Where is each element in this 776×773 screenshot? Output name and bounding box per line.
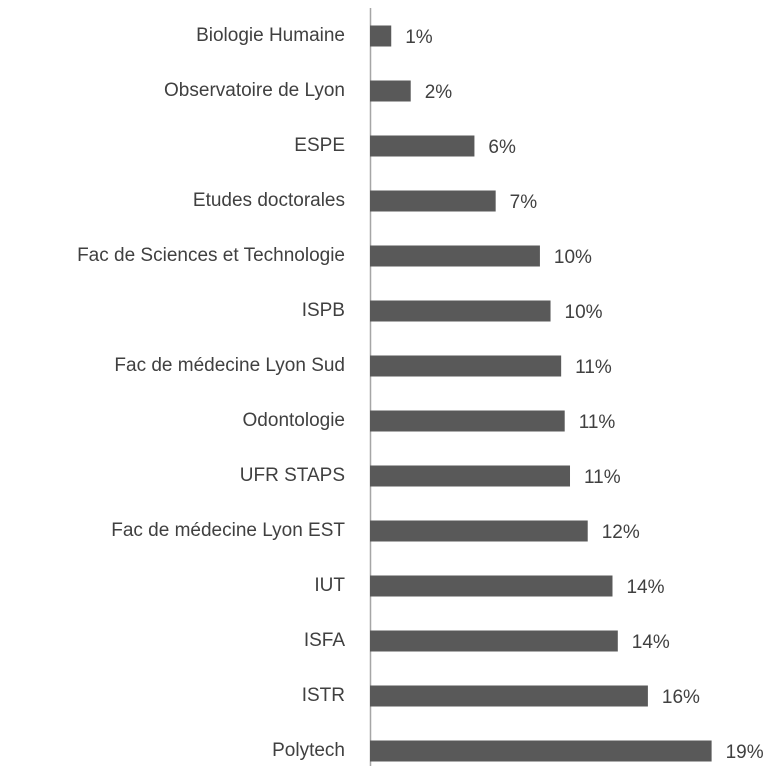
- data-label: 7%: [510, 192, 538, 213]
- data-label: 11%: [575, 357, 612, 378]
- bar: [370, 740, 712, 762]
- y-tick-label: Fac de Sciences et Technologie: [77, 245, 345, 266]
- data-label: 1%: [405, 27, 433, 48]
- y-tick-label: ISFA: [304, 630, 346, 651]
- data-label: 12%: [602, 522, 640, 543]
- bar: [370, 245, 540, 267]
- bar: [370, 135, 475, 157]
- bar: [370, 410, 565, 432]
- data-label: 2%: [425, 82, 453, 103]
- data-label: 10%: [565, 302, 603, 323]
- bar: [370, 355, 562, 377]
- data-label: 19%: [726, 742, 764, 763]
- data-label: 6%: [488, 137, 516, 158]
- y-tick-label: Etudes doctorales: [193, 190, 345, 211]
- bar: [370, 685, 648, 707]
- y-tick-label: UFR STAPS: [240, 465, 345, 486]
- y-tick-label: Fac de médecine Lyon EST: [111, 520, 345, 541]
- y-tick-label: Biologie Humaine: [196, 25, 345, 46]
- bar: [370, 465, 571, 487]
- bar: [370, 190, 496, 212]
- data-label: 11%: [579, 412, 616, 433]
- bar: [370, 630, 618, 652]
- bar: [370, 575, 613, 597]
- bar: [370, 80, 411, 102]
- data-label: 14%: [626, 577, 664, 598]
- bar: [370, 25, 392, 47]
- data-label: 11%: [584, 467, 621, 488]
- y-tick-label: Fac de médecine Lyon Sud: [114, 355, 345, 376]
- bar: [370, 520, 588, 542]
- bar: [370, 300, 551, 322]
- data-label: 14%: [632, 632, 670, 653]
- y-tick-label: IUT: [314, 575, 345, 596]
- y-tick-label: Polytech: [272, 740, 345, 761]
- y-tick-label: ESPE: [294, 135, 345, 156]
- y-tick-label: Observatoire de Lyon: [164, 80, 345, 101]
- y-tick-label: Odontologie: [243, 410, 345, 431]
- y-tick-label: ISTR: [302, 685, 345, 706]
- data-label: 16%: [662, 687, 700, 708]
- data-label: 10%: [554, 247, 592, 268]
- y-tick-label: ISPB: [302, 300, 345, 321]
